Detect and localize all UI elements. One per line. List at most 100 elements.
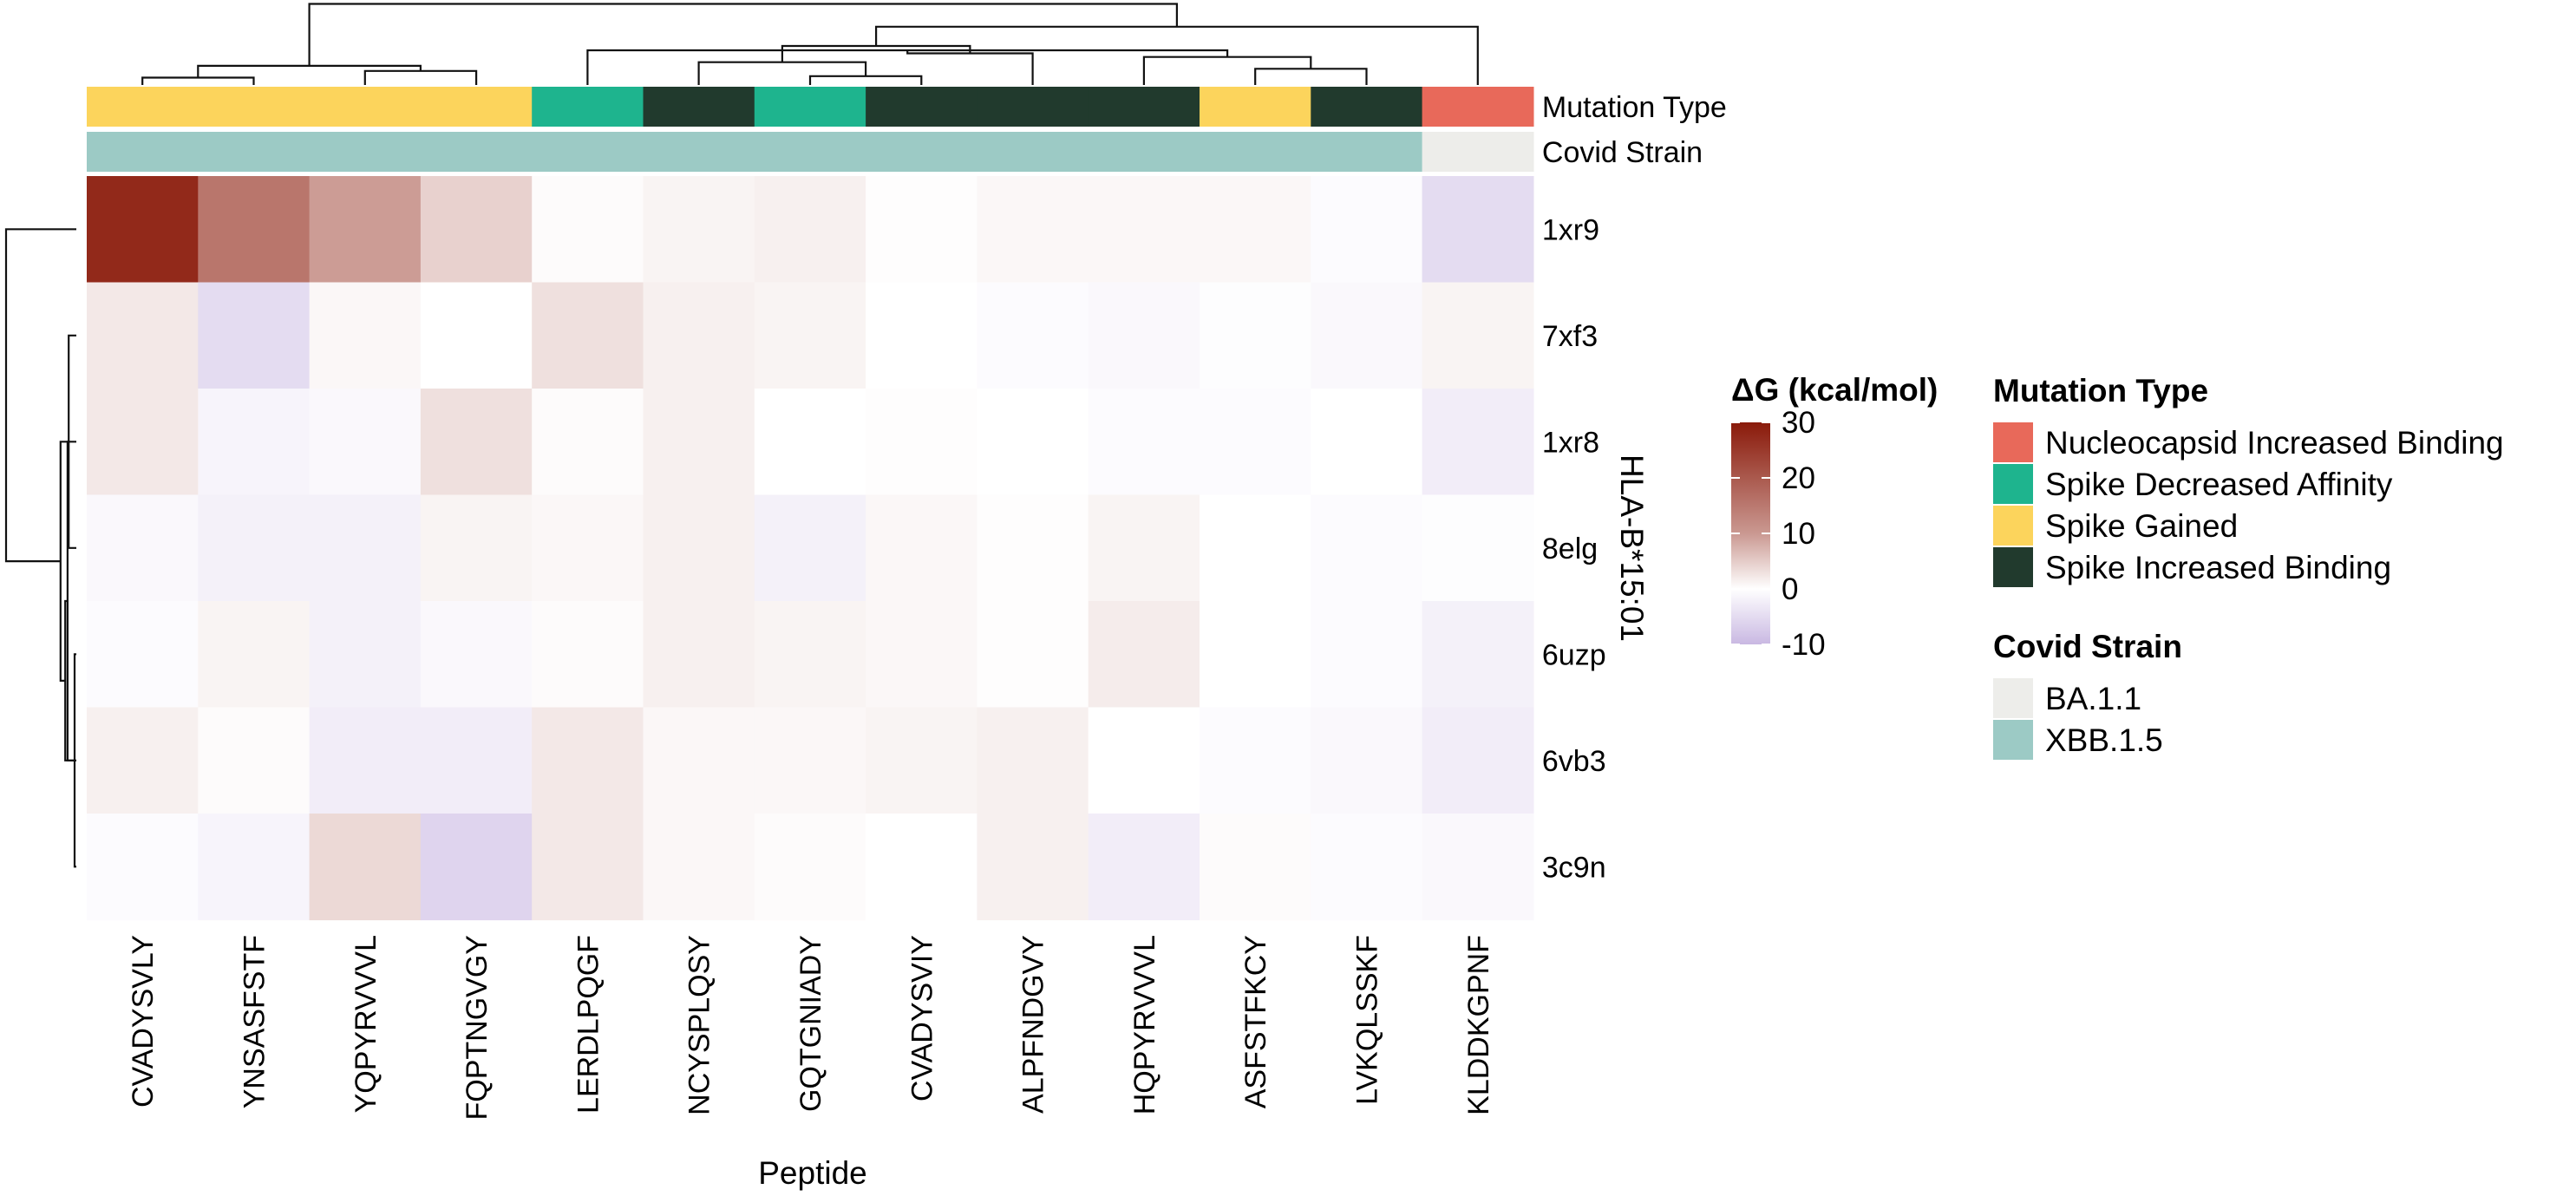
row-labels: 1xr9 7xf3 1xr8 8elg 6uzp 6vb3 3c9n (1542, 213, 1606, 884)
heatmap-cell (532, 814, 644, 921)
annotation-cell (866, 132, 977, 172)
heatmap-cell (309, 389, 422, 496)
legend-label: XBB.1.5 (2045, 722, 2163, 758)
heatmap-cell (1422, 389, 1534, 496)
heatmap-cell (420, 601, 533, 709)
heatmap-cell (866, 601, 977, 709)
annotation-cell (87, 132, 199, 172)
heatmap-cell (1311, 601, 1423, 709)
heatmap-cell (1200, 389, 1311, 496)
dendrogram-branch (4, 228, 76, 563)
heatmap-cell (977, 601, 1089, 709)
heatmap-cell (309, 601, 422, 709)
annotation-cell (1088, 87, 1200, 127)
heatmap-cell (1200, 494, 1311, 602)
heatmap-cell (1200, 282, 1311, 389)
heatmap-cell (309, 494, 422, 602)
legend-swatch (1993, 720, 2033, 760)
heatmap-cell (198, 814, 311, 921)
heatmap-cell (87, 282, 199, 389)
row-label: 8elg (1542, 533, 1598, 565)
heatmap-cell (1422, 176, 1534, 284)
heatmap-cell (1200, 601, 1311, 709)
annotation-cell (87, 87, 199, 127)
heatmap-cell (866, 494, 977, 602)
heatmap-cell (309, 707, 422, 814)
heatmap-cell (420, 176, 533, 284)
annotation-cell (977, 87, 1089, 127)
color-scale-tick-label: 30 (1782, 406, 1815, 440)
color-scale-tick-label: 20 (1782, 461, 1815, 495)
dendrogram-branch (308, 3, 1178, 66)
legend-title: Covid Strain (1993, 629, 2182, 664)
dendrogram-branch (586, 49, 1229, 85)
row-label: 7xf3 (1542, 320, 1598, 353)
annotation-cell (1422, 132, 1534, 172)
column-label: HQPYRVVVL (1128, 935, 1161, 1114)
dendrogram-branch (697, 61, 867, 85)
legend-swatch (1993, 422, 2033, 462)
column-label: YNSASFSTF (239, 935, 271, 1108)
heatmap-cell (1088, 389, 1200, 496)
heatmap-cell (198, 389, 311, 496)
heatmap-cell (754, 494, 866, 602)
column-label: ASFSTFKCY (1239, 935, 1272, 1108)
heatmap-cell (754, 389, 866, 496)
heatmap-cell (198, 601, 311, 709)
legend-swatch (1993, 678, 2033, 718)
heatmap-cell (1311, 814, 1423, 921)
column-label: FQPTNGVGY (461, 935, 494, 1120)
legend-label: Spike Decreased Affinity (2045, 467, 2393, 502)
heatmap-cell (754, 282, 866, 389)
annotation-label: Mutation Type (1542, 91, 1727, 124)
column-label: CVADYSVIY (906, 935, 938, 1101)
heatmap-cell (532, 707, 644, 814)
heatmap-cell (1422, 601, 1534, 709)
color-scale-title: ΔG (kcal/mol) (1731, 372, 1938, 408)
heatmap-cell (1200, 814, 1311, 921)
heatmap-cell (977, 494, 1089, 602)
annotation-cell (1311, 87, 1423, 127)
heatmap-cell (309, 282, 422, 389)
heatmap-cell (532, 176, 644, 284)
legend-swatch (1993, 464, 2033, 504)
color-scale-tick-label: 0 (1782, 572, 1798, 606)
row-label: 1xr8 (1542, 426, 1599, 459)
annotation-cell (1200, 132, 1311, 172)
annotation-cell (420, 87, 533, 127)
heatmap-cell (1311, 176, 1423, 284)
heatmap-cell (1422, 494, 1534, 602)
column-dendrogram (141, 3, 1479, 85)
heatmap-cell (1311, 494, 1423, 602)
heatmap-cell (1088, 601, 1200, 709)
heatmap-cell (532, 601, 644, 709)
color-scale-tick-label: -10 (1782, 628, 1826, 662)
heatmap-cell (87, 389, 199, 496)
heatmap-cell (1200, 176, 1311, 284)
annotation-cell (532, 132, 644, 172)
row-dendrogram (4, 228, 76, 868)
row-label: 6uzp (1542, 638, 1606, 671)
heatmap-cell (977, 707, 1089, 814)
annotation-cell (309, 87, 422, 127)
annotation-cell (198, 132, 311, 172)
heatmap-cell (977, 282, 1089, 389)
annotation-cell (754, 132, 866, 172)
color-scale-legend: ΔG (kcal/mol) 30 20 10 0 -10 (1731, 372, 1938, 662)
heatmap-cell (87, 494, 199, 602)
heatmap-cells (87, 176, 1534, 921)
legend-swatch (1993, 547, 2033, 587)
heatmap-cell (754, 601, 866, 709)
heatmap-cell (866, 389, 977, 496)
column-label: LERDLPQGF (572, 935, 605, 1114)
heatmap-cell (866, 707, 977, 814)
heatmap-cell (1422, 707, 1534, 814)
legend-label: Spike Increased Binding (2045, 550, 2391, 585)
heatmap-cell (198, 282, 311, 389)
annotation-cell (198, 87, 311, 127)
heatmap-cell (420, 707, 533, 814)
annotation-label: Covid Strain (1542, 136, 1703, 169)
annotation-cell (754, 87, 866, 127)
heatmap-cell (1422, 814, 1534, 921)
